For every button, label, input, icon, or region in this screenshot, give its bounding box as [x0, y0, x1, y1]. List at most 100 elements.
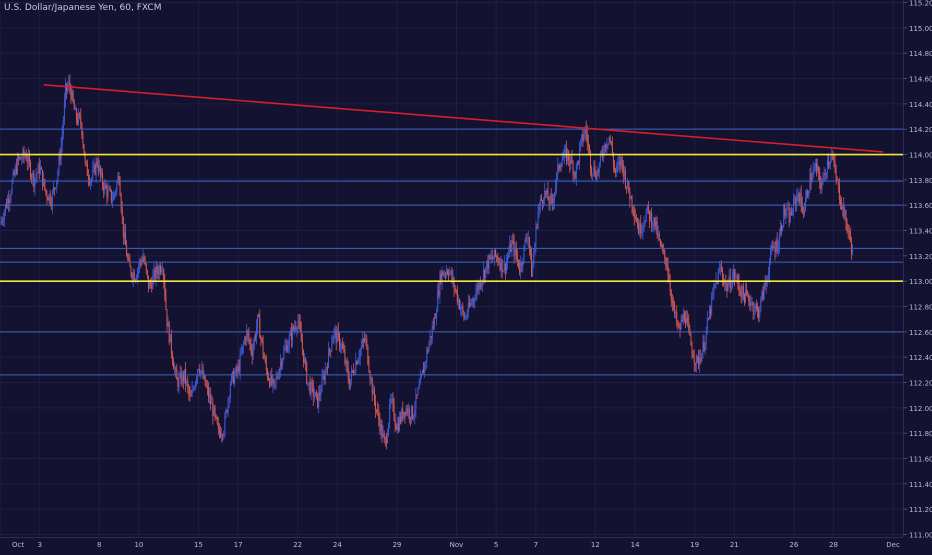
candle: [238, 359, 240, 375]
candle: [390, 393, 392, 409]
candle: [682, 307, 684, 326]
candle: [170, 329, 172, 359]
candle: [266, 367, 268, 381]
candle-body: [528, 237, 530, 248]
candle-body: [702, 342, 704, 354]
candle: [678, 321, 680, 329]
candle-body: [414, 409, 416, 416]
candle-body: [205, 385, 207, 387]
candle-body: [492, 258, 494, 260]
candle-body: [354, 372, 356, 374]
candle-body: [811, 177, 813, 182]
candle: [396, 416, 398, 434]
candle: [371, 376, 373, 402]
candle-body: [295, 327, 297, 330]
candle: [642, 222, 644, 240]
candle-body: [93, 164, 95, 170]
candle: [672, 296, 674, 311]
candle: [211, 394, 213, 405]
candle-body: [266, 370, 268, 378]
candle-body: [338, 334, 340, 347]
candle-body: [269, 379, 271, 386]
candle: [163, 267, 165, 289]
candle-body: [358, 357, 360, 360]
candle: [394, 413, 396, 433]
candle-body: [718, 268, 720, 272]
candle: [1, 216, 3, 226]
candle-body: [532, 265, 534, 277]
candle-body: [681, 319, 683, 322]
candle-body: [155, 266, 157, 279]
candle-body: [126, 245, 128, 257]
candle-body: [407, 408, 409, 414]
candle: [84, 151, 86, 167]
candle-body: [278, 368, 280, 378]
candle-body: [529, 247, 531, 253]
candle: [376, 409, 378, 415]
candle: [591, 165, 593, 179]
candle-body: [817, 166, 819, 171]
candle-body: [425, 362, 427, 364]
candle: [812, 161, 814, 180]
candle: [462, 302, 464, 316]
candle-body: [537, 210, 539, 228]
candle-body: [361, 339, 363, 347]
candle-body: [191, 389, 193, 397]
candle-body: [678, 325, 680, 327]
candle: [166, 309, 168, 334]
candle-body: [33, 173, 35, 188]
candle-body: [110, 189, 112, 201]
candle-body: [298, 321, 300, 323]
candle-body: [32, 173, 34, 178]
candle: [378, 404, 380, 427]
candle: [122, 216, 124, 245]
candle-body: [452, 277, 454, 281]
candle: [612, 152, 614, 173]
candle-body: [234, 374, 236, 384]
candle-body: [821, 184, 823, 189]
candle: [507, 252, 509, 270]
candle: [275, 370, 277, 390]
candle: [848, 225, 850, 240]
candle: [841, 196, 843, 211]
candle-body: [704, 343, 706, 351]
candle: [385, 432, 387, 450]
candle-body: [445, 271, 447, 275]
candle-body: [264, 358, 266, 362]
candle: [314, 391, 316, 397]
candle-body: [56, 179, 58, 188]
candle: [838, 177, 840, 205]
candle-body: [54, 187, 56, 189]
candle-body: [178, 376, 180, 388]
candle-body: [215, 414, 217, 418]
candle-body: [40, 167, 42, 170]
candle-body: [10, 193, 12, 199]
candle: [152, 269, 154, 290]
candle-body: [767, 275, 769, 280]
candle: [32, 170, 34, 187]
candle-body: [251, 350, 253, 357]
candle-body: [292, 326, 294, 341]
candle: [329, 347, 331, 356]
candle: [216, 416, 218, 426]
candle: [702, 334, 704, 359]
candle: [636, 217, 638, 229]
candle: [651, 207, 653, 232]
candle-body: [12, 172, 14, 182]
candle: [719, 263, 721, 276]
candle: [403, 411, 405, 420]
candle: [346, 357, 348, 373]
candle-body: [699, 357, 701, 365]
candle-body: [153, 269, 155, 277]
candle-body: [321, 377, 323, 392]
candle: [502, 269, 504, 273]
candle-body: [707, 318, 709, 320]
candle: [250, 336, 252, 356]
candle-body: [432, 326, 434, 328]
candle-body: [605, 144, 607, 149]
candle-body: [228, 397, 230, 400]
candle-body: [151, 283, 153, 289]
x-tick-label: 10: [134, 541, 143, 549]
